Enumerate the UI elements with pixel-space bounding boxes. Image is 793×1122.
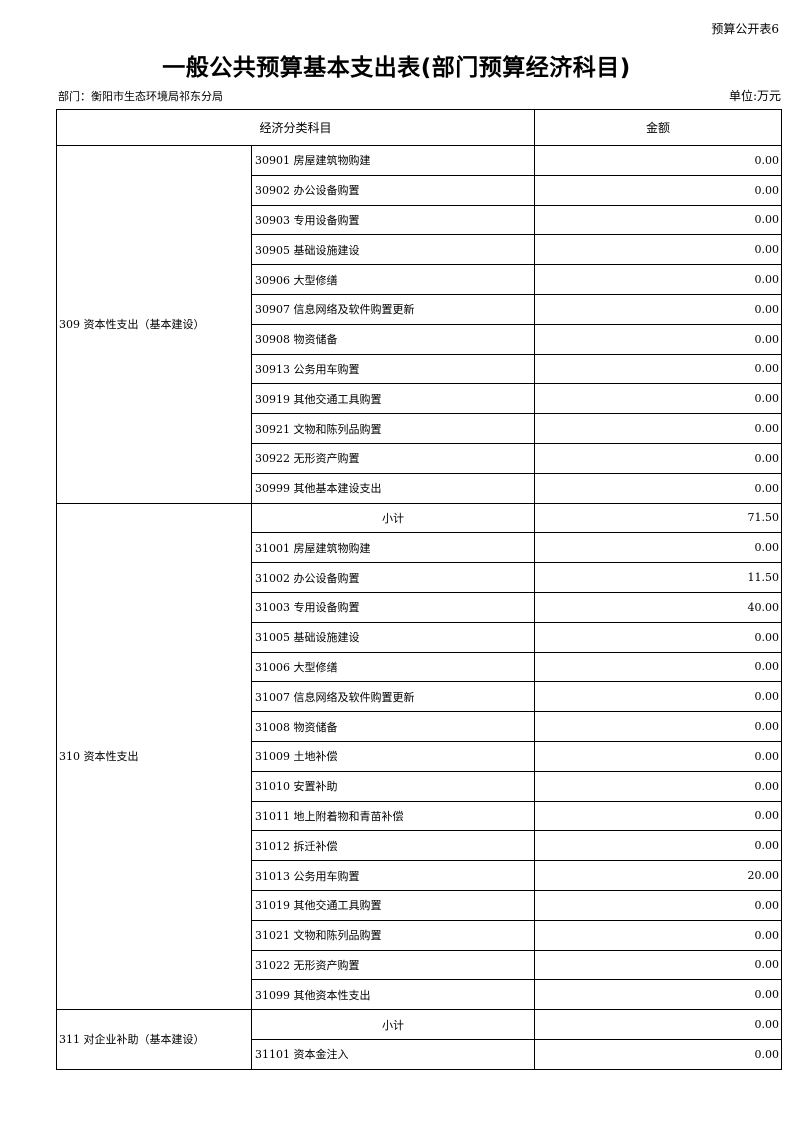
table-header-row: 经济分类科目 金额 [55, 109, 783, 146]
table-row: 31007 信息网络及软件购置更新 0.00 [57, 681, 783, 713]
amount-cell: 0.00 [534, 293, 783, 325]
group-label: 311 对企业补助（基本建设） [56, 1009, 252, 1070]
item-name: 30901 房屋建筑物购建 [250, 145, 536, 176]
amount-cell: 0.00 [534, 1038, 783, 1070]
amount-cell: 0.00 [534, 472, 783, 504]
amount-cell: 0.00 [534, 174, 783, 206]
unit-label: 单位:万元 [728, 89, 781, 103]
item-name: 31101 资本金注入 [250, 1038, 536, 1070]
item-name: 31001 房屋建筑物购建 [250, 532, 536, 564]
item-name: 31008 物资储备 [250, 711, 536, 742]
table-row: 31010 安置补助 0.00 [57, 770, 783, 802]
item-name: 31019 其他交通工具购置 [250, 889, 536, 921]
table-row: 309 资本性支出（基本建设） 30901 房屋建筑物购建 0.00 [56, 145, 783, 504]
amount-cell: 0.00 [534, 1009, 783, 1040]
table-row: 30999 其他基本建设支出 0.00 [57, 472, 783, 504]
item-name: 31013 公务用车购置 [250, 860, 536, 891]
amount-cell: 0.00 [534, 711, 783, 742]
amount-cell: 0.00 [534, 681, 783, 713]
table-row: 31013 公务用车购置 20.00 [57, 860, 783, 891]
subtotal-row: 310 资本性支出 小计 71.50 [56, 502, 783, 1011]
table-row: 31001 房屋建筑物购建 0.00 [57, 532, 783, 564]
expenditure-table: 经济分类科目 金额 309 资本性支出（基本建设） 30901 房屋建筑物购建 0.… [55, 109, 783, 1070]
item-name: 31002 办公设备购置 [250, 562, 536, 593]
item-name: 31022 无形资产购置 [250, 949, 536, 981]
amount-cell: 0.00 [534, 353, 783, 385]
department-label: 部门：衡阳市生态环境局祁东分局 [58, 90, 223, 103]
item-name: 30906 大型修缮 [250, 264, 536, 295]
amount-cell: 0.00 [534, 889, 783, 921]
amount-cell: 0.00 [534, 204, 783, 236]
amount-cell: 0.00 [534, 413, 783, 444]
amount-cell: 0.00 [534, 621, 783, 653]
item-name: 31021 文物和陈列品购置 [250, 919, 536, 951]
item-name: 30908 物资储备 [250, 323, 536, 355]
amount-cell: 71.50 [534, 502, 783, 534]
amount-cell: 11.50 [534, 562, 783, 593]
item-name: 31007 信息网络及软件购置更新 [250, 681, 536, 713]
table-row: 30907 信息网络及软件购置更新 0.00 [57, 293, 783, 325]
column-header-category: 经济分类科目 [55, 109, 536, 146]
table-row: 30919 其他交通工具购置 0.00 [57, 383, 783, 415]
table-row: 31005 基础设施建设 0.00 [57, 621, 783, 653]
amount-cell: 0.00 [534, 532, 783, 564]
item-name: 30921 文物和陈列品购置 [250, 413, 536, 444]
subtotal-label: 小计 [250, 502, 536, 534]
amount-cell: 0.00 [534, 264, 783, 295]
item-name: 30922 无形资产购置 [250, 442, 536, 474]
amount-cell: 0.00 [534, 979, 783, 1011]
table-code: 预算公开表6 [711, 22, 779, 36]
amount-cell: 0.00 [534, 323, 783, 355]
item-name: 31011 地上附着物和青苗补偿 [250, 800, 536, 832]
item-name: 31099 其他资本性支出 [250, 979, 536, 1011]
table-row: 31006 大型修缮 0.00 [57, 651, 783, 683]
table-row: 30908 物资储备 0.00 [57, 323, 783, 355]
item-name: 30907 信息网络及软件购置更新 [250, 293, 536, 325]
subtotal-label: 小计 [250, 1009, 536, 1040]
amount-cell: 0.00 [534, 442, 783, 474]
item-name: 31009 土地补偿 [250, 740, 536, 772]
item-name: 31003 专用设备购置 [250, 591, 536, 623]
amount-cell: 0.00 [534, 234, 783, 266]
table-row: 30906 大型修缮 0.00 [57, 264, 783, 295]
item-name: 30913 公务用车购置 [250, 353, 536, 385]
page-title: 一般公共预算基本支出表(部门预算经济科目) [162, 55, 631, 81]
item-name: 30999 其他基本建设支出 [250, 472, 536, 504]
amount-cell: 0.00 [534, 145, 783, 176]
amount-cell: 0.00 [534, 830, 783, 862]
table-row: 31101 资本金注入 0.00 [57, 1038, 783, 1070]
table-row: 31003 专用设备购置 40.00 [57, 591, 783, 623]
item-name: 30905 基础设施建设 [250, 234, 536, 266]
amount-cell: 40.00 [534, 591, 783, 623]
item-name: 31010 安置补助 [250, 770, 536, 802]
table-row: 30921 文物和陈列品购置 0.00 [57, 413, 783, 444]
table-row: 30913 公务用车购置 0.00 [57, 353, 783, 385]
amount-cell: 0.00 [534, 919, 783, 951]
item-name: 30902 办公设备购置 [250, 174, 536, 206]
item-name: 30903 专用设备购置 [250, 204, 536, 236]
amount-cell: 0.00 [534, 800, 783, 832]
group-label: 309 资本性支出（基本建设） [56, 145, 252, 504]
table-row: 31022 无形资产购置 0.00 [57, 949, 783, 981]
amount-cell: 0.00 [534, 383, 783, 415]
item-name: 30919 其他交通工具购置 [250, 383, 536, 415]
item-name: 31005 基础设施建设 [250, 621, 536, 653]
column-header-amount: 金额 [534, 109, 783, 146]
amount-cell: 0.00 [534, 740, 783, 772]
table-row: 31002 办公设备购置 11.50 [57, 562, 783, 593]
item-name: 31012 拆迁补偿 [250, 830, 536, 862]
item-name: 31006 大型修缮 [250, 651, 536, 683]
table-row: 30903 专用设备购置 0.00 [57, 204, 783, 236]
amount-cell: 0.00 [534, 651, 783, 683]
table-row: 30905 基础设施建设 0.00 [57, 234, 783, 266]
amount-cell: 0.00 [534, 949, 783, 981]
subtotal-row: 311 对企业补助（基本建设） 小计 0.00 [56, 1009, 783, 1070]
table-row: 31012 拆迁补偿 0.00 [57, 830, 783, 862]
amount-cell: 0.00 [534, 770, 783, 802]
table-row: 30902 办公设备购置 0.00 [57, 174, 783, 206]
amount-cell: 20.00 [534, 860, 783, 891]
group-label: 310 资本性支出 [56, 502, 252, 1011]
